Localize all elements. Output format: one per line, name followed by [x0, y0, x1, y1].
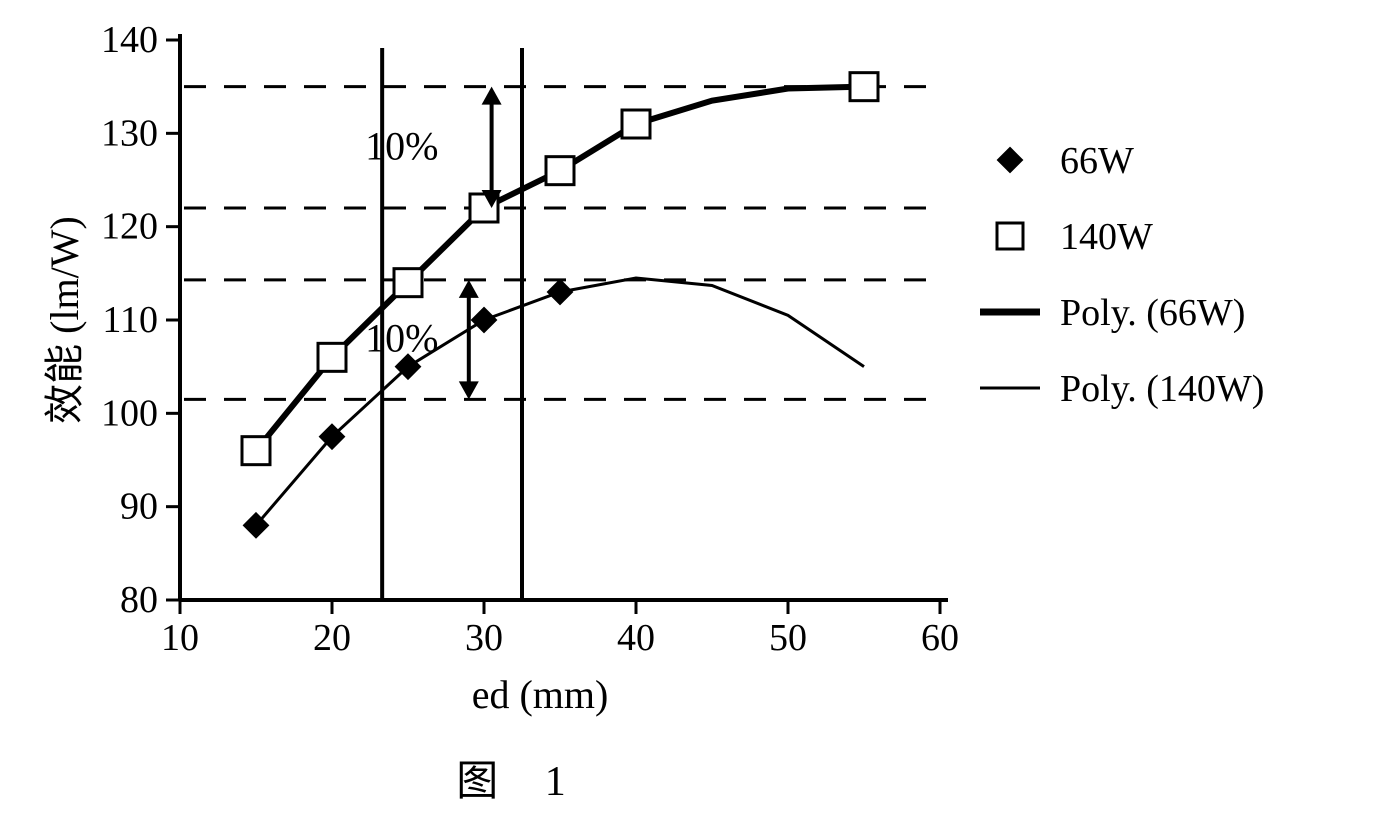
marker-140w	[850, 73, 878, 101]
marker-140w	[318, 343, 346, 371]
legend-label: Poly. (66W)	[1060, 292, 1245, 334]
legend-marker-square	[997, 223, 1023, 249]
y-tick-label: 90	[120, 486, 158, 528]
y-tick-label: 110	[102, 299, 158, 341]
marker-66w	[472, 308, 496, 332]
chart-container: 10 20 30 40 50 60 80 90 100 110 120 130 140 ed (mm) 效能…	[40, 10, 1340, 835]
figure-caption: 图 1	[456, 759, 584, 805]
x-tick-label: 10	[161, 617, 199, 659]
y-tick-label: 130	[101, 112, 158, 154]
marker-140w	[394, 269, 422, 297]
x-tick-label: 60	[921, 617, 959, 659]
y-tick-label: 80	[120, 579, 158, 621]
annotation-upper-pct: 10%	[365, 123, 438, 168]
y-axis-label: 效能 (lm/W)	[42, 216, 87, 424]
chart-svg: 10 20 30 40 50 60 80 90 100 110 120 130 140 ed (mm) 效能…	[40, 10, 1340, 830]
poly-140w-curve	[256, 87, 864, 451]
marker-66w	[548, 280, 572, 304]
y-tick-label: 120	[101, 206, 158, 248]
legend-label: 66W	[1060, 140, 1134, 182]
marker-140w	[622, 110, 650, 138]
legend-marker-diamond	[998, 148, 1022, 172]
y-tick-label: 100	[101, 392, 158, 434]
annotation-lower-pct: 10%	[365, 316, 438, 361]
poly-66w-curve	[256, 278, 864, 525]
legend-label: 140W	[1060, 216, 1153, 258]
marker-140w	[546, 157, 574, 185]
y-tick-label: 140	[101, 19, 158, 61]
figure-page: 10 20 30 40 50 60 80 90 100 110 120 130 140 ed (mm) 效能…	[0, 0, 1374, 839]
x-tick-label: 50	[769, 617, 807, 659]
x-tick-label: 40	[617, 617, 655, 659]
x-axis-label: ed (mm)	[472, 672, 609, 717]
legend-label: Poly. (140W)	[1060, 368, 1264, 410]
marker-140w	[242, 437, 270, 465]
x-tick-label: 20	[313, 617, 351, 659]
x-tick-label: 30	[465, 617, 503, 659]
